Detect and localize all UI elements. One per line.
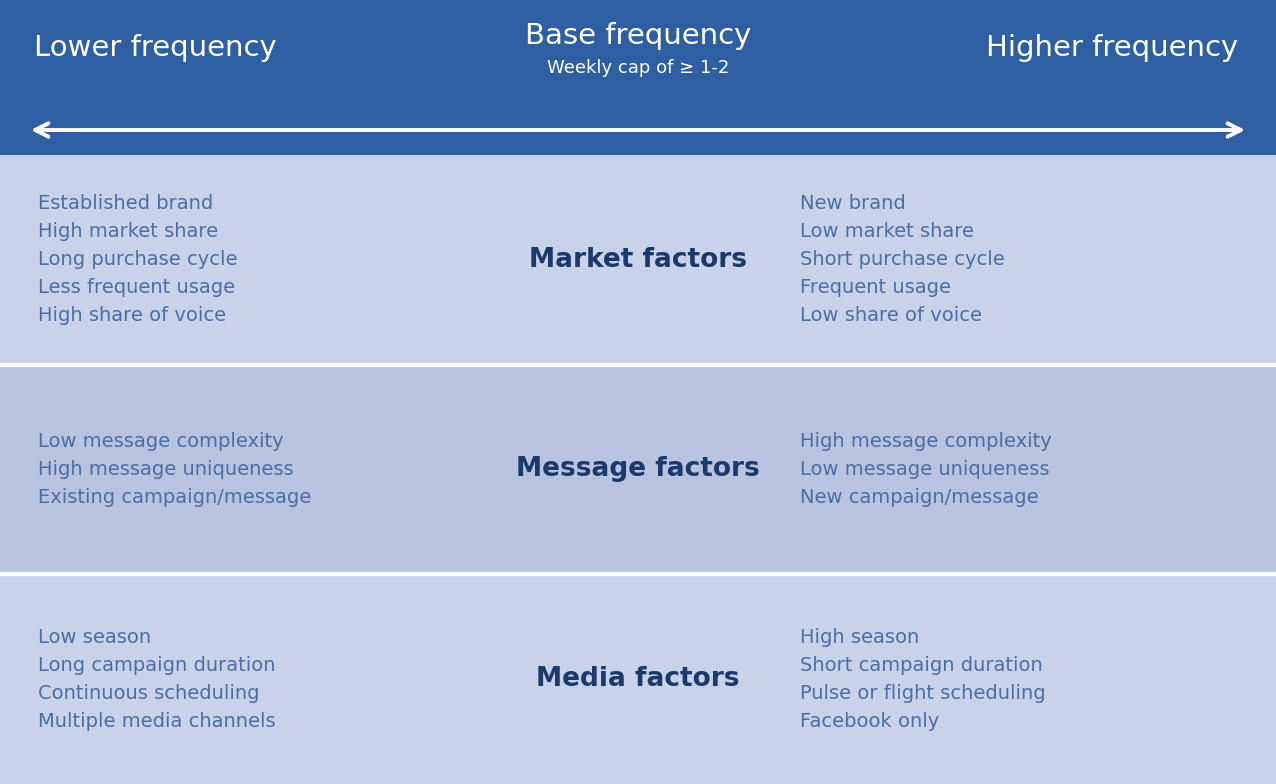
Text: High message complexity: High message complexity bbox=[800, 432, 1051, 451]
Text: Less frequent usage: Less frequent usage bbox=[38, 278, 235, 297]
Text: Multiple media channels: Multiple media channels bbox=[38, 712, 276, 731]
Text: High message uniqueness: High message uniqueness bbox=[38, 460, 293, 479]
Text: Long purchase cycle: Long purchase cycle bbox=[38, 250, 237, 270]
Text: Media factors: Media factors bbox=[536, 666, 740, 692]
Bar bbox=[0, 575, 1276, 784]
Text: Low message uniqueness: Low message uniqueness bbox=[800, 460, 1049, 479]
Text: Short campaign duration: Short campaign duration bbox=[800, 655, 1042, 675]
FancyArrowPatch shape bbox=[36, 123, 1240, 136]
Text: Higher frequency: Higher frequency bbox=[986, 34, 1238, 62]
Text: Low market share: Low market share bbox=[800, 223, 974, 241]
Text: Existing campaign/message: Existing campaign/message bbox=[38, 488, 311, 507]
Bar bbox=[0, 155, 1276, 365]
Text: Frequent usage: Frequent usage bbox=[800, 278, 951, 297]
Text: Lower frequency: Lower frequency bbox=[33, 34, 277, 62]
Text: Low message complexity: Low message complexity bbox=[38, 432, 283, 451]
Text: Long campaign duration: Long campaign duration bbox=[38, 655, 276, 675]
Text: High market share: High market share bbox=[38, 223, 218, 241]
Text: Low season: Low season bbox=[38, 628, 151, 647]
Text: Low share of voice: Low share of voice bbox=[800, 307, 983, 325]
Bar bbox=[0, 0, 1276, 155]
Text: Established brand: Established brand bbox=[38, 194, 213, 213]
Text: Facebook only: Facebook only bbox=[800, 712, 939, 731]
Text: New campaign/message: New campaign/message bbox=[800, 488, 1039, 507]
Bar bbox=[0, 365, 1276, 575]
Text: Short purchase cycle: Short purchase cycle bbox=[800, 250, 1004, 270]
Text: Weekly cap of ≥ 1-2: Weekly cap of ≥ 1-2 bbox=[547, 59, 729, 77]
Text: High season: High season bbox=[800, 628, 919, 647]
Text: Market factors: Market factors bbox=[530, 247, 746, 273]
Text: High share of voice: High share of voice bbox=[38, 307, 226, 325]
Text: New brand: New brand bbox=[800, 194, 906, 213]
Text: Base frequency: Base frequency bbox=[524, 22, 752, 50]
Text: Pulse or flight scheduling: Pulse or flight scheduling bbox=[800, 684, 1045, 702]
Text: Continuous scheduling: Continuous scheduling bbox=[38, 684, 259, 702]
Text: Message factors: Message factors bbox=[516, 456, 760, 482]
